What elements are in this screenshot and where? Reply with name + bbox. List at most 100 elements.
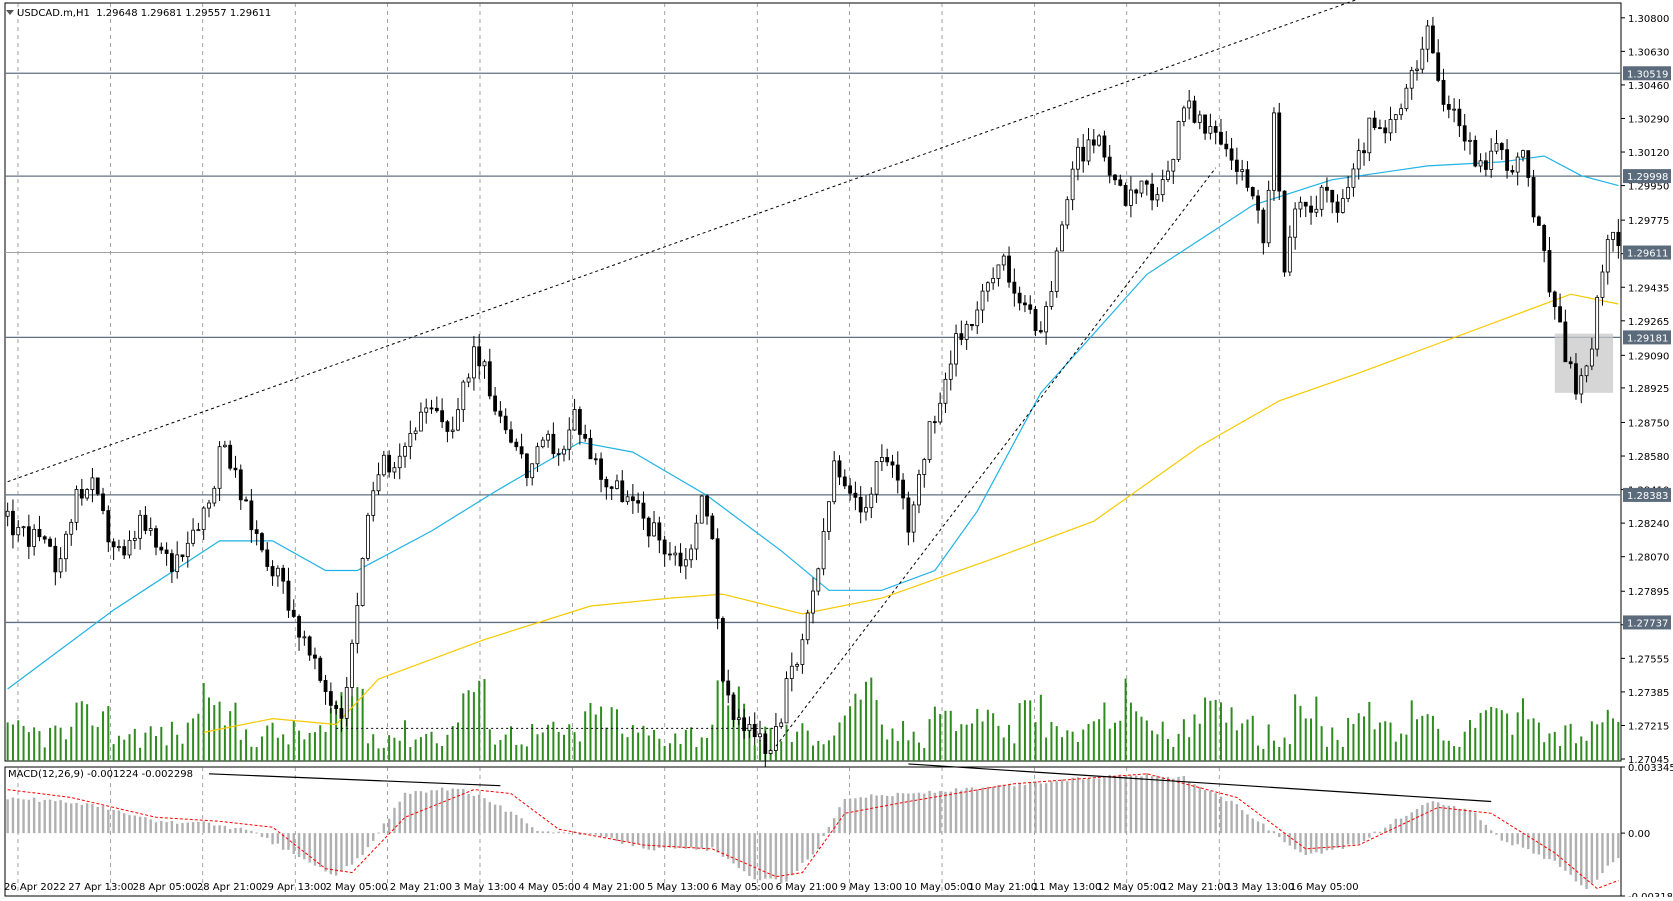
volume-bar	[1219, 702, 1222, 761]
volume-bar	[425, 733, 428, 761]
candle-body	[344, 687, 349, 719]
macd-histogram-bar	[1611, 833, 1615, 863]
macd-histogram-bar	[1044, 783, 1048, 834]
candle-body	[1552, 291, 1557, 308]
volume-bar	[96, 726, 99, 761]
volume-bar	[1278, 747, 1281, 761]
candle-body	[42, 536, 47, 540]
macd-histogram-bar	[329, 833, 333, 875]
volume-bar	[1606, 709, 1609, 761]
macd-histogram-bar	[260, 833, 264, 837]
candle-body	[1505, 149, 1509, 171]
volume-bar	[684, 729, 687, 761]
volume-bar	[1129, 702, 1132, 761]
macd-histogram-bar	[1352, 833, 1355, 845]
macd-histogram-bar	[281, 833, 285, 850]
candle-body	[1176, 121, 1181, 160]
candle-body	[434, 407, 439, 412]
candle-body	[403, 446, 407, 457]
volume-bar	[435, 743, 438, 761]
candle-body	[1150, 183, 1154, 201]
candle-body	[1356, 150, 1361, 170]
volume-bar	[1092, 721, 1095, 761]
candle-body	[985, 282, 990, 292]
x-tick-label: 27 Apr 13:00	[68, 882, 133, 893]
candle-body	[1436, 52, 1441, 81]
candle-body	[90, 477, 95, 490]
candle-body	[413, 430, 418, 434]
candle-body	[625, 496, 630, 503]
volume-bar	[1527, 719, 1530, 761]
dropdown-icon[interactable]	[6, 10, 14, 15]
candle-body	[562, 448, 566, 455]
volume-bar	[245, 729, 248, 761]
candle-body	[64, 533, 68, 560]
volume-bar	[1251, 715, 1254, 761]
price-tick-label: 1.30460	[1628, 81, 1669, 92]
price-badge	[1623, 169, 1671, 184]
volume-bar	[1400, 733, 1403, 761]
volume-bar	[181, 743, 184, 761]
volume-bar	[1262, 748, 1265, 761]
macd-histogram-bar	[218, 825, 221, 834]
candle-body	[1584, 365, 1589, 377]
x-tick-label: 29 Apr 13:00	[261, 882, 326, 893]
candle-body	[853, 492, 858, 498]
volume-bar	[1193, 714, 1196, 761]
candle-body	[1325, 186, 1329, 191]
macd-histogram-bar	[1421, 805, 1424, 834]
volume-bar	[833, 735, 836, 761]
volume-bar	[864, 681, 867, 761]
candle-body	[482, 361, 487, 367]
macd-histogram-bar	[748, 833, 751, 876]
macd-histogram-bar	[170, 820, 174, 834]
macd-histogram-bar	[1225, 801, 1228, 834]
volume-bar	[1511, 734, 1514, 761]
candle-body	[811, 590, 815, 614]
candle-body	[408, 433, 413, 447]
candle-body	[980, 290, 985, 311]
macd-histogram-bar	[578, 833, 582, 836]
volume-bar	[1013, 743, 1016, 761]
candle-body	[472, 346, 476, 379]
candle-body	[95, 477, 100, 495]
candle-body	[721, 618, 725, 682]
candle-body	[689, 548, 694, 561]
candle-body	[238, 469, 243, 501]
volume-bar	[1061, 737, 1064, 761]
volume-bar	[303, 739, 306, 761]
volume-bar	[615, 709, 618, 761]
macd-histogram-bar	[1336, 833, 1339, 849]
macd-histogram-bar	[1368, 833, 1371, 838]
macd-histogram-bar	[1426, 802, 1429, 834]
macd-histogram-bar	[1505, 833, 1509, 843]
candle-body	[752, 724, 757, 738]
macd-histogram-bar	[175, 823, 179, 834]
price-tick-label: 1.29090	[1628, 351, 1669, 362]
volume-bar	[859, 699, 862, 761]
macd-histogram-bar	[1235, 804, 1239, 834]
candle-body	[493, 395, 497, 412]
candle-body	[196, 529, 201, 532]
macd-histogram-bar	[976, 789, 979, 834]
macd-histogram-bar	[80, 804, 84, 834]
volume-bar	[1294, 694, 1297, 761]
macd-histogram-bar	[626, 833, 629, 842]
volume-bar	[1378, 722, 1381, 761]
volume-bar	[1585, 740, 1588, 761]
volume-bar	[488, 729, 491, 761]
macd-histogram-bar	[1399, 818, 1403, 834]
macd-histogram-bar	[435, 790, 439, 834]
volume-bar	[292, 720, 295, 761]
volume-bar	[1124, 678, 1127, 761]
macd-histogram-bar	[313, 833, 317, 866]
macd-histogram-bar	[48, 799, 52, 834]
macd-histogram-bar	[1214, 793, 1217, 834]
candle-body	[837, 460, 842, 478]
volume-bar	[1108, 728, 1111, 761]
macd-histogram-bar	[880, 795, 884, 834]
macd-histogram-bar	[1023, 785, 1027, 834]
volume-bar	[27, 732, 30, 761]
